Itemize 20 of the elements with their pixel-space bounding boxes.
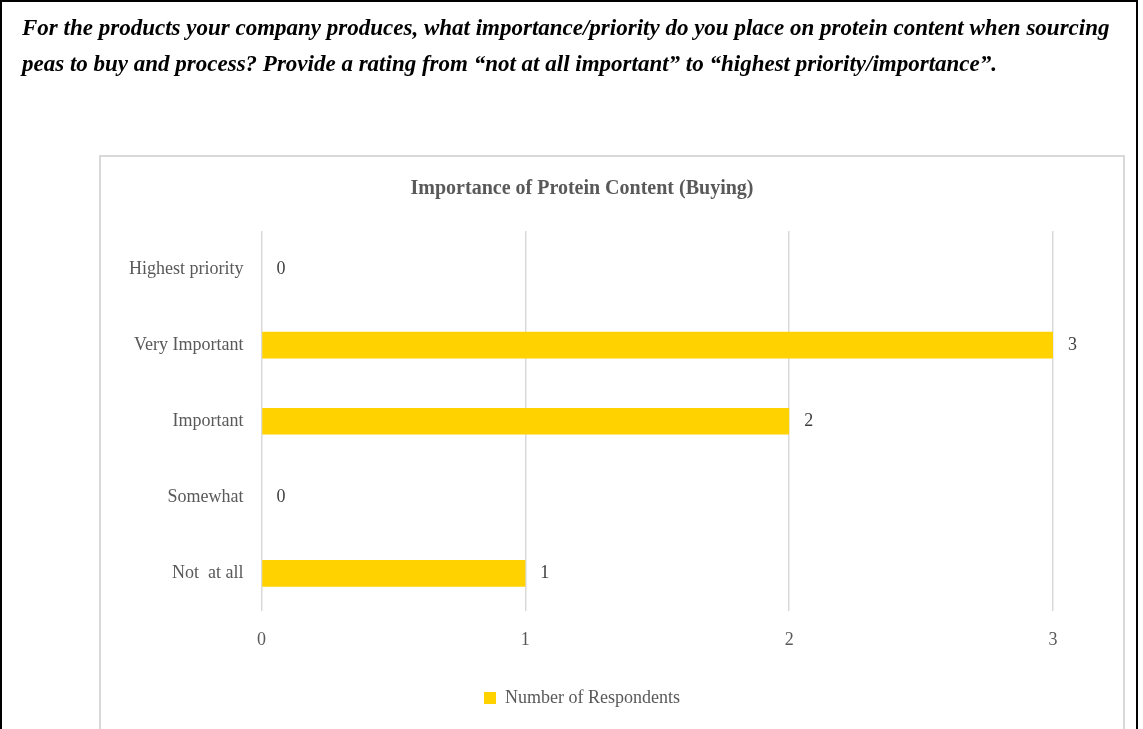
x-tick-label: 2 <box>784 628 794 649</box>
chart-title: Importance of Protein Content (Buying) <box>410 176 754 200</box>
data-label: 1 <box>540 562 550 583</box>
y-tick-label: Somewhat <box>167 486 244 507</box>
bar <box>262 407 790 435</box>
y-tick-label: Very Important <box>134 333 244 354</box>
data-label: 2 <box>804 409 814 430</box>
legend-label: Number of Respondents <box>505 686 680 707</box>
x-tick-label: 1 <box>520 628 530 649</box>
bar <box>262 331 1053 359</box>
data-label: 0 <box>276 257 286 278</box>
data-label: 0 <box>276 486 286 507</box>
text: For the products your company produces, what importance/priority do you place on protein content when sourcing peas to buy and process? Provide a rating from “not at all important” to “highest priority/importance”. <box>22 14 1111 78</box>
x-tick-label: 0 <box>256 628 266 649</box>
y-tick-label: Important <box>172 409 244 430</box>
data-label: 3 <box>1068 333 1077 354</box>
y-tick-label: Highest priority <box>128 257 244 278</box>
x-tick-label: 3 <box>1048 628 1058 649</box>
bar <box>262 560 526 587</box>
y-tick-label: Not at all <box>172 562 244 583</box>
